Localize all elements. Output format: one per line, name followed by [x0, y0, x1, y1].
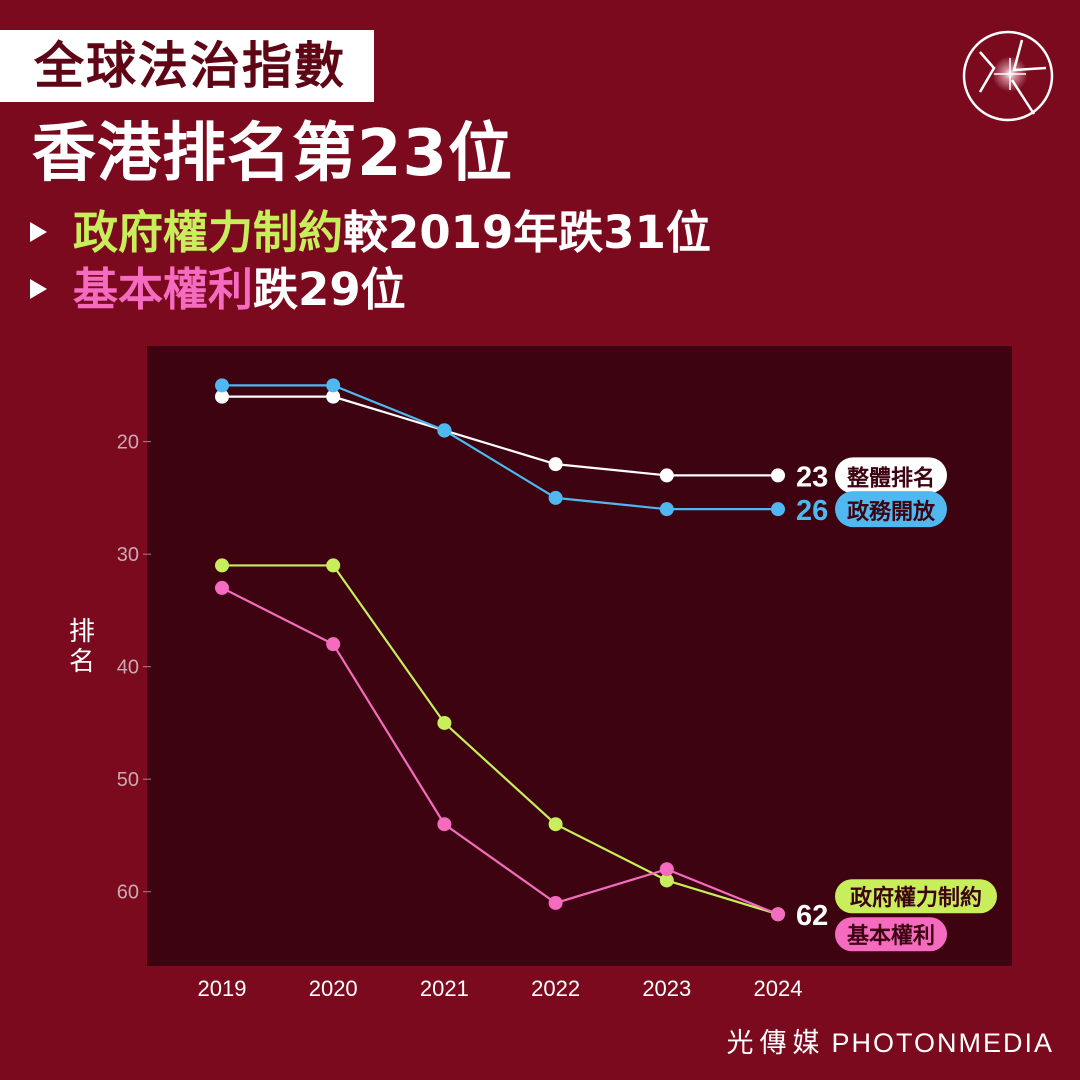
photon-logo-icon	[962, 30, 1054, 122]
x-tick-label: 2020	[309, 976, 358, 1001]
x-tick-label: 2022	[531, 976, 580, 1001]
x-tick-label: 2021	[420, 976, 469, 1001]
data-point-rights	[548, 895, 563, 910]
data-point-overall	[215, 389, 229, 404]
end-value-constraints-rights: 62	[796, 900, 828, 932]
x-tick-label: 2023	[642, 976, 691, 1001]
data-point-constraints	[215, 558, 229, 573]
data-point-overall	[659, 468, 674, 483]
x-tick-label: 2019	[198, 976, 247, 1001]
data-point-constraints	[659, 873, 674, 888]
data-point-open_gov	[659, 502, 674, 517]
series-line-rights	[221, 586, 779, 916]
footer-brand: 光傳媒 PHOTONMEDIA	[726, 1021, 1054, 1060]
constraints-change: 較2019年跌31位	[343, 206, 711, 259]
data-point-open_gov	[771, 502, 785, 517]
data-point-open_gov	[215, 378, 229, 393]
rights-highlight: 基本權利	[73, 263, 254, 316]
legend-constraints-pill	[835, 879, 997, 914]
data-point-constraints	[326, 558, 341, 573]
end-value-open-gov: 26	[796, 495, 828, 527]
y-tick-label: 40	[117, 657, 139, 679]
legend-overall-label: 整體排名	[847, 465, 935, 491]
series-line-open_gov	[222, 384, 778, 511]
data-point-constraints	[437, 715, 452, 730]
x-axis-ticks: 2019 2020 2021 2022 2023 2024	[198, 976, 803, 1001]
subheadline-rights: 基本權利跌29位	[30, 262, 406, 318]
legend-overall-pill	[835, 457, 947, 494]
series-layer	[215, 378, 785, 922]
headline: 香港排名第23位	[32, 117, 514, 191]
topic-tag: 全球法治指數	[0, 30, 374, 102]
legend-rights-label: 基本權利	[847, 923, 935, 949]
triangle-bullet-icon	[30, 222, 47, 242]
y-axis-ticks: 20 30 40 50 60	[117, 432, 151, 904]
data-point-open_gov	[326, 378, 341, 393]
y-tick-label: 50	[117, 769, 139, 791]
end-value-overall: 23	[796, 461, 828, 493]
plot-area	[147, 346, 1012, 966]
constraints-highlight: 政府權力制約	[73, 206, 344, 259]
data-point-rights	[771, 907, 785, 922]
legend-open-gov-pill	[835, 491, 947, 528]
data-point-overall	[326, 389, 341, 404]
data-point-overall	[771, 468, 785, 483]
data-point-rights	[437, 817, 452, 832]
legend-constraints-label: 政府權力制約	[850, 885, 982, 911]
x-tick-label: 2024	[754, 976, 803, 1001]
data-point-rights	[659, 862, 674, 877]
data-point-overall	[548, 457, 563, 472]
data-point-constraints	[548, 817, 563, 832]
y-tick-label: 20	[117, 432, 139, 454]
y-tick-label: 30	[117, 544, 139, 566]
data-point-rights	[215, 580, 229, 595]
data-point-open_gov	[437, 423, 452, 438]
legend-rights-pill	[835, 917, 947, 952]
series-line-constraints	[222, 564, 779, 916]
data-point-open_gov	[548, 490, 563, 505]
y-axis-label: 排名	[69, 617, 95, 677]
triangle-bullet-icon	[30, 279, 47, 299]
subheadline-constraints: 政府權力制約較2019年跌31位	[30, 205, 711, 261]
rights-change: 跌29位	[253, 263, 406, 316]
series-line-overall	[222, 395, 778, 477]
legend-open-gov-label: 政務開放	[847, 499, 936, 525]
brand-cn: 光傳媒	[726, 1028, 826, 1059]
brand-en: PHOTONMEDIA	[831, 1028, 1054, 1058]
data-point-rights	[326, 637, 341, 652]
y-tick-label: 60	[117, 882, 139, 904]
